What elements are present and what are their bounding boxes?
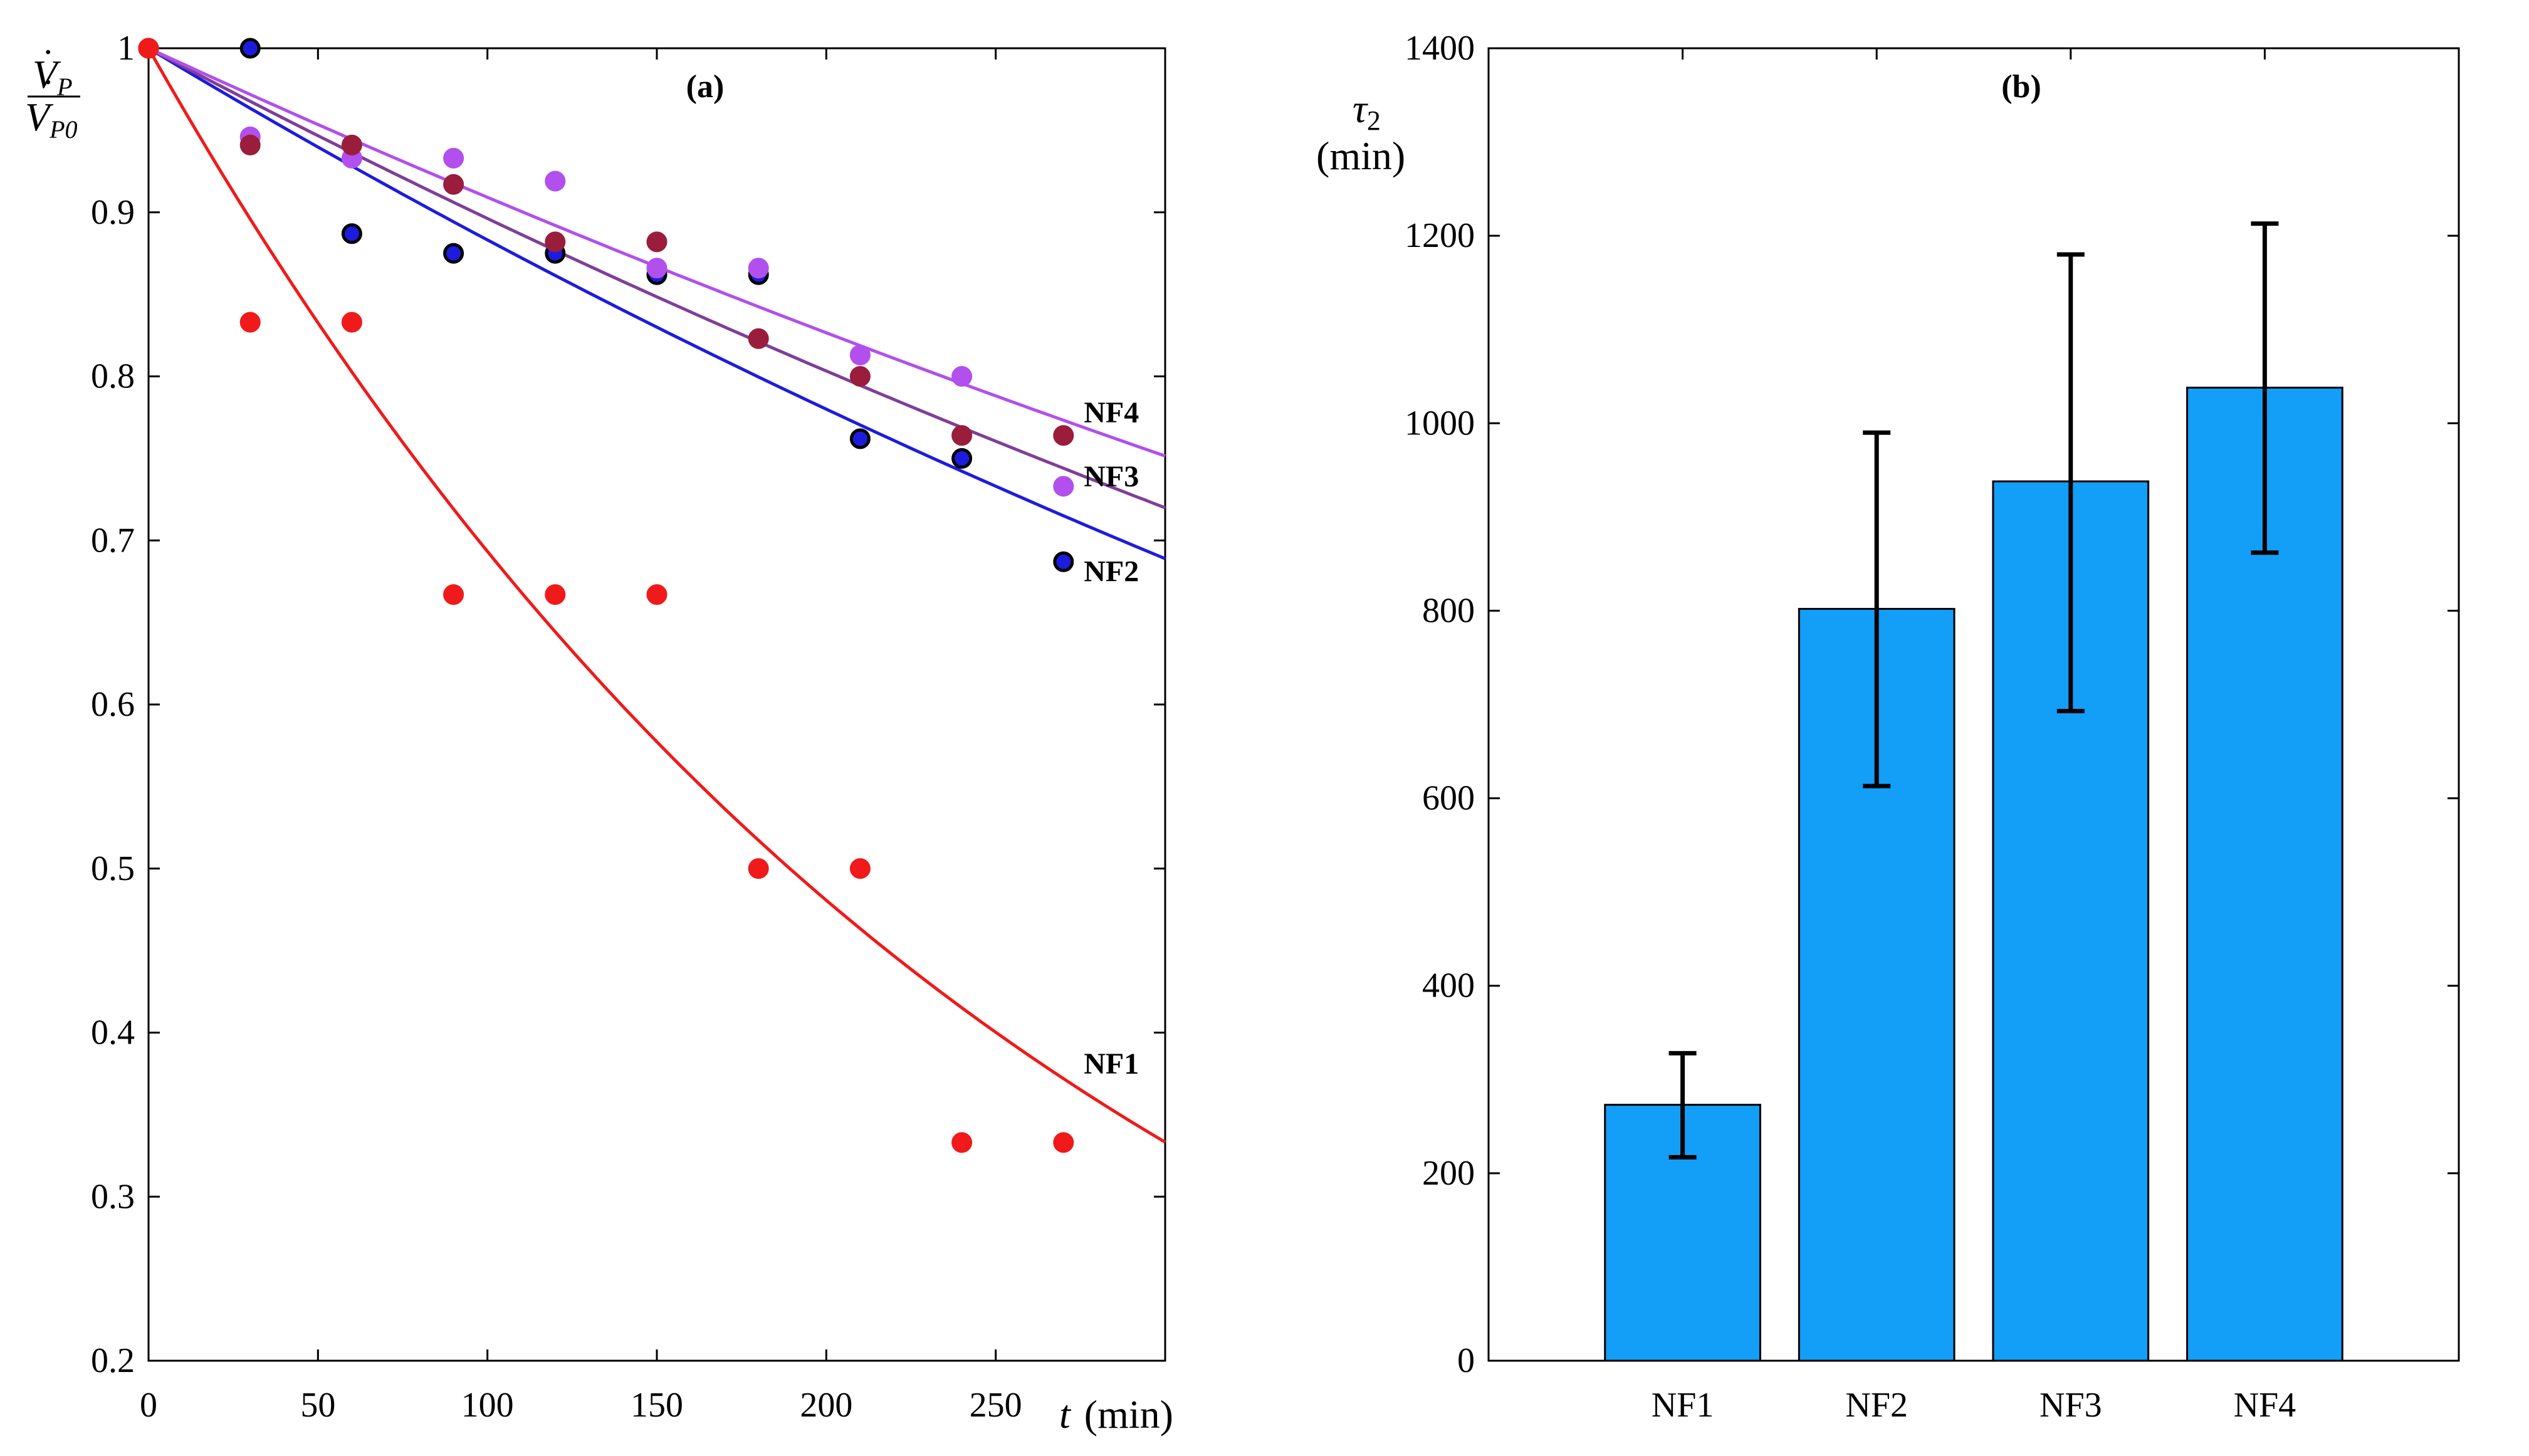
- tau-subscript: 2: [1367, 105, 1381, 136]
- panel-b-y-axis-label: τ2 (min): [1316, 86, 1405, 178]
- data-point-nf2: [1053, 551, 1074, 572]
- panel-b-y-tick-label: 0: [1457, 1341, 1475, 1380]
- panel-a-x-tick-label: 250: [970, 1386, 1022, 1425]
- series-label-nf2: NF2: [1084, 555, 1139, 589]
- panel-a-data-points: [138, 38, 1074, 1153]
- y-label-denominator-base: V: [25, 95, 54, 139]
- data-point-nf1: [748, 858, 769, 879]
- data-point-nf1: [646, 584, 668, 605]
- panel-b-y-tick-label: 600: [1422, 779, 1475, 818]
- panel-a-x-tick-label: 200: [800, 1386, 852, 1425]
- panel-a-label: (a): [686, 69, 725, 105]
- data-point-nf4: [341, 134, 362, 155]
- panel-a-x-tick-label: 0: [140, 1386, 157, 1425]
- panel-a-x-tick-label: 100: [461, 1386, 514, 1425]
- data-point-nf1: [239, 312, 261, 333]
- y-label-dot-denominator: ˙: [39, 71, 52, 115]
- tau-symbol: τ: [1353, 86, 1368, 131]
- panel-b-y-label-unit: (min): [1316, 134, 1405, 178]
- panel-a-y-tick-label: 0.2: [91, 1341, 135, 1380]
- data-point-nf2: [849, 428, 871, 449]
- data-point-nf4: [239, 134, 261, 155]
- panel-a-y-tick-label: 0.8: [91, 357, 135, 396]
- data-point-nf3: [545, 170, 566, 192]
- panel-a-y-tick-label: 0.7: [91, 521, 135, 560]
- panel-b-x-tick-label: NF4: [2234, 1386, 2296, 1425]
- fit-curve-nf4: [147, 46, 1166, 510]
- x-label-unit: (min): [1084, 1392, 1173, 1437]
- panel-b-axes-frame: [1487, 47, 2460, 1362]
- panel-b-y-label-symbol: τ2: [1353, 86, 1381, 136]
- data-point-nf1: [341, 312, 362, 333]
- data-point-nf3: [748, 258, 769, 279]
- panel-b-y-tick-label: 800: [1422, 591, 1475, 630]
- data-point-nf1: [545, 584, 566, 605]
- panel-b-bars: [1604, 386, 2343, 1362]
- panel-a-y-tick-label: 0.5: [91, 849, 135, 888]
- series-label-nf3: NF3: [1084, 460, 1139, 493]
- data-point-nf4: [1053, 425, 1074, 446]
- panel-a-x-tick-label: 50: [300, 1386, 335, 1425]
- y-label-dot-numerator: ˙: [39, 41, 52, 85]
- data-point-nf4: [849, 366, 871, 387]
- panel-b-label: (b): [2001, 69, 2041, 105]
- panel-b-y-tick-label: 400: [1422, 966, 1475, 1005]
- data-point-nf2: [239, 38, 261, 59]
- panel-b-y-tick-label: 1000: [1405, 404, 1475, 443]
- data-point-nf3: [849, 344, 871, 365]
- data-point-nf4: [545, 231, 566, 253]
- panel-b-x-tick-label: NF1: [1652, 1386, 1714, 1425]
- data-point-nf3: [1053, 476, 1074, 497]
- series-label-nf1: NF1: [1084, 1047, 1139, 1081]
- panel-a-y-tick-label: 0.9: [91, 193, 135, 232]
- fit-curve-nf2: [147, 46, 1166, 560]
- panel-a-x-axis-label: t (min): [1059, 1392, 1173, 1437]
- panel-b-bar-chart: 0 200 400 600 800 1000 1200 1400 NF1 NF2 NF3 NF4 (b…: [1316, 29, 2460, 1425]
- panel-a-y-axis-label: ˙ VP ˙ VP0: [25, 41, 80, 144]
- panel-a-y-tick-label: 0.3: [91, 1177, 135, 1216]
- panel-a-scatter-plot: 0 50 100 150 200 250 0.2 0.3 0.4 0.5 0.6 0.7 0.8 0.9 1…: [25, 29, 1173, 1437]
- data-point-nf1: [443, 584, 464, 605]
- data-point-nf2: [951, 448, 973, 469]
- x-label-symbol: t: [1059, 1392, 1072, 1437]
- panel-b-x-tick-label: NF2: [1845, 1386, 1908, 1425]
- data-point-nf3: [951, 366, 973, 387]
- panel-b-ticks: 0 200 400 600 800 1000 1200 1400 NF1 NF2 NF3 NF4: [1405, 29, 2459, 1425]
- data-point-nf4: [951, 425, 973, 446]
- data-point-nf1: [1053, 1132, 1074, 1153]
- series-label-nf4: NF4: [1084, 396, 1139, 429]
- panel-a-y-tick-label: 0.6: [91, 685, 135, 724]
- data-point-nf2: [341, 223, 362, 244]
- panel-b-y-tick-label: 1400: [1405, 29, 1475, 68]
- panel-b-y-tick-label: 200: [1422, 1154, 1475, 1193]
- data-point-nf3: [443, 147, 464, 169]
- panel-b-y-tick-label: 1200: [1405, 216, 1475, 255]
- y-label-denominator-sub: P0: [49, 115, 77, 144]
- panel-a-y-tick-label: 0.4: [91, 1013, 135, 1052]
- data-point-nf1: [849, 858, 871, 879]
- panel-a-ticks: 0 50 100 150 200 250 0.2 0.3 0.4 0.5 0.6 0.7 0.8 0.9 1: [91, 29, 1165, 1425]
- data-point-nf4: [748, 328, 769, 349]
- panel-a-y-tick-label: 1: [117, 29, 135, 68]
- data-point-nf4: [443, 174, 464, 195]
- data-point-nf1: [138, 38, 159, 59]
- fit-curve-nf1: [147, 47, 1166, 1144]
- data-point-nf1: [951, 1132, 973, 1153]
- panel-a-series-labels: NF1 NF2 NF3 NF4: [1084, 396, 1139, 1081]
- y-label-denominator: VP0: [25, 95, 78, 144]
- data-point-nf4: [646, 231, 668, 253]
- y-label-numerator-base: V: [33, 52, 61, 97]
- panel-b-error-bars: [1668, 221, 2279, 1160]
- data-point-nf3: [646, 258, 668, 279]
- data-point-nf2: [443, 243, 464, 264]
- panel-a-x-tick-label: 150: [631, 1386, 683, 1425]
- panel-b-x-tick-label: NF3: [2039, 1386, 2102, 1425]
